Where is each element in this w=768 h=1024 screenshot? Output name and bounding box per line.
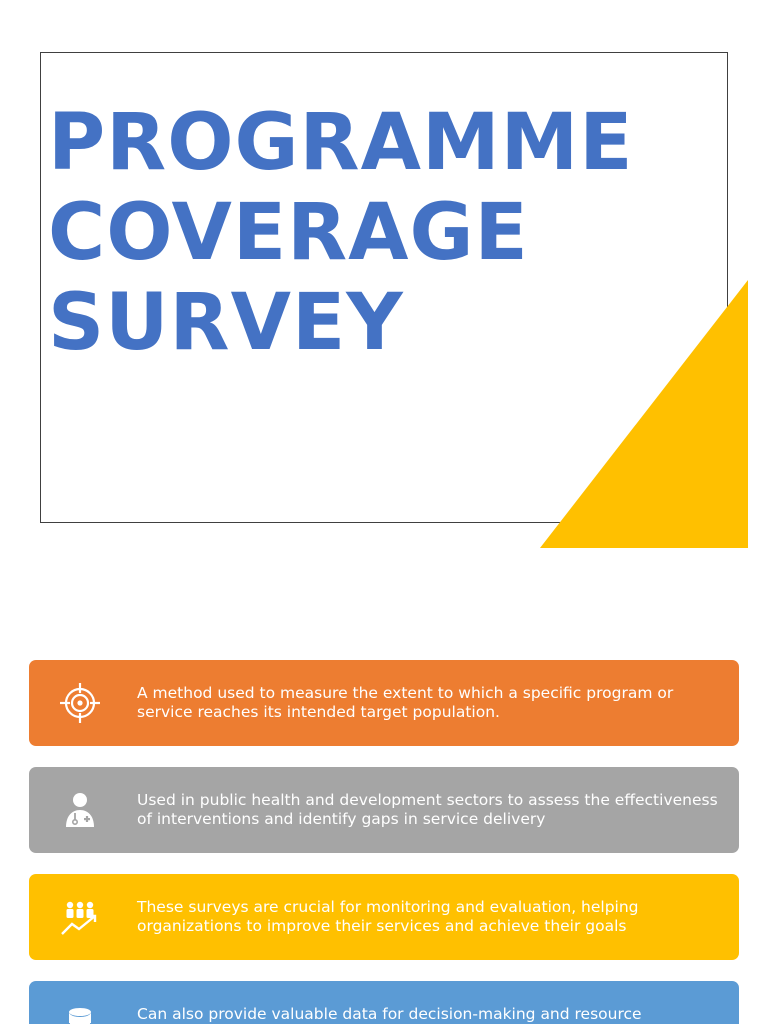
health-worker-icon (66, 793, 94, 827)
title-slide: PROGRAMME COVERAGE SURVEY (40, 52, 748, 548)
title-line-2: COVERAGE (48, 188, 529, 278)
title-line-1: PROGRAMME (48, 98, 634, 188)
team-growth-icon (61, 901, 97, 935)
bar-text: These surveys are crucial for monitoring… (137, 898, 639, 935)
bar-text: Used in public health and development se… (137, 791, 718, 828)
database-icon (68, 1008, 92, 1024)
target-icon (60, 683, 100, 723)
title-line-3: SURVEY (48, 278, 404, 368)
bar-text: Can also provide valuable data for decis… (137, 1005, 642, 1023)
info-bar-data: Can also provide valuable data for decis… (29, 981, 739, 1024)
info-bar-definition: A method used to measure the extent to w… (29, 660, 739, 746)
title-frame (40, 52, 728, 523)
info-bar-monitoring: These surveys are crucial for monitoring… (29, 874, 739, 960)
info-bar-usage: Used in public health and development se… (29, 767, 739, 853)
bar-text: A method used to measure the extent to w… (137, 684, 674, 721)
accent-triangle (540, 280, 748, 548)
page-title: PROGRAMME COVERAGE SURVEY (48, 98, 688, 368)
